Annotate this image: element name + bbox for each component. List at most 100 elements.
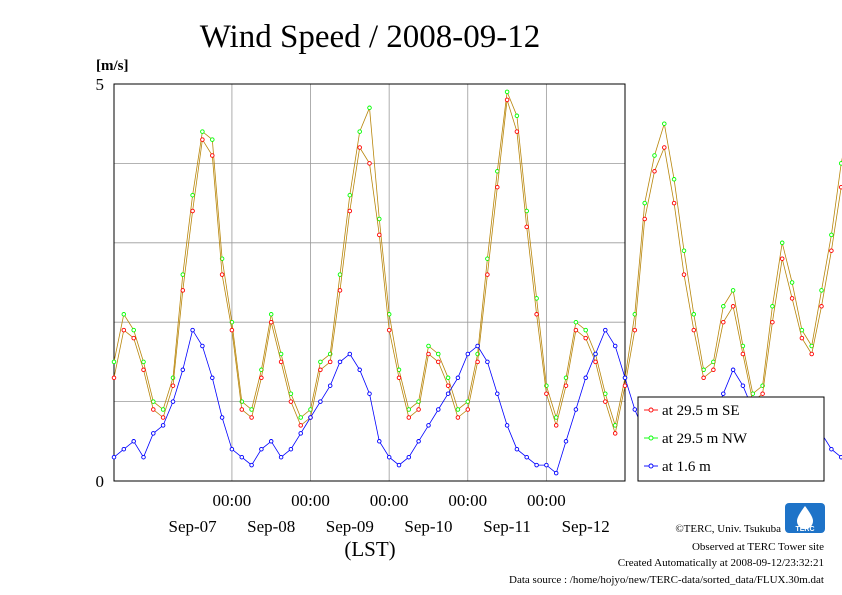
x-tick-labels: 00:00 00:00 00:00 00:00 00:00 [213,491,566,510]
data-point [455,375,461,381]
legend: at 29.5 m SE at 29.5 m NW at 1.6 m [637,396,825,482]
data-point [111,454,117,460]
data-point [475,359,480,365]
data-point [789,280,795,285]
data-point [455,415,461,420]
data-point [779,240,785,246]
data-point [829,232,834,238]
data-point [131,327,136,333]
data-point [367,105,372,111]
data-point [465,407,471,412]
day-label: Sep-08 [247,517,295,536]
data-point [829,248,834,253]
data-point [671,200,677,206]
data-point [838,161,842,166]
data-point [445,383,451,388]
data-point [111,359,117,365]
data-point [121,312,127,317]
data-point [583,327,588,333]
footer-copyright: ©TERC, Univ. Tsukuba [675,523,781,535]
day-label: Sep-12 [562,517,610,536]
data-point [151,407,156,412]
data-point [210,137,215,142]
data-point [809,351,814,357]
data-point [553,423,559,428]
data-point [141,454,146,460]
data-point [721,304,726,309]
data-point [573,319,579,325]
data-point [583,335,588,341]
data-point [180,288,186,293]
data-point [603,327,608,333]
data-point [563,383,569,388]
data-point [495,184,500,190]
data-point [131,335,136,341]
footer-site: Observed at TERC Tower site [692,541,824,553]
y-tick-labels: 05 [96,75,105,491]
data-point [504,97,510,103]
data-point [838,454,842,460]
data-point [219,272,225,277]
data-point [416,439,421,444]
data-point [622,383,628,388]
data-point [229,327,235,333]
terc-logo: TERC [785,503,825,533]
data-point [426,351,431,357]
series-lines [111,89,842,476]
data-point [465,351,471,357]
data-point [377,216,382,222]
data-point [357,145,362,150]
data-point [485,359,490,365]
data-point [779,256,785,261]
data-point [593,351,598,357]
data-point [160,423,166,428]
data-point [622,375,628,381]
data-point [662,121,667,126]
data-point [514,446,520,452]
data-point [268,319,274,325]
data-point [288,399,294,404]
data-point [730,288,736,293]
data-point [406,454,412,460]
data-point [298,415,303,420]
data-point [357,367,362,373]
data-point [377,439,382,444]
data-point [671,177,677,182]
data-point [426,343,431,349]
legend-item: at 29.5 m NW [644,431,748,447]
data-point [239,454,245,460]
series-1 [111,97,842,436]
data-point [504,423,510,428]
data-point [386,327,392,333]
data-point [721,319,726,325]
x-tick-label: 00:00 [291,491,330,510]
data-point [268,439,274,444]
data-point [838,184,842,190]
legend-swatch-marker [648,407,654,413]
day-labels: Sep-07 Sep-08 Sep-09 Sep-10 Sep-11 Sep-12 [169,517,610,536]
data-point [200,129,205,134]
data-point [377,232,382,238]
data-point [740,351,746,357]
data-point [396,375,402,381]
data-point [249,462,254,468]
plot-frame [113,83,626,482]
data-point [740,383,746,388]
legend-label: at 29.5 m SE [662,403,740,419]
data-point [180,367,186,373]
data-point [347,192,353,198]
data-point [524,454,529,460]
data-point [721,391,726,396]
data-point [111,375,117,381]
data-point [259,375,264,381]
data-point [603,399,608,404]
data-point [219,415,225,420]
data-point [789,296,795,301]
logo-text: TERC [795,526,814,533]
data-point [308,415,313,420]
data-point [445,391,451,396]
legend-swatch-marker [648,463,654,469]
data-point [121,446,127,452]
data-point [524,224,529,230]
